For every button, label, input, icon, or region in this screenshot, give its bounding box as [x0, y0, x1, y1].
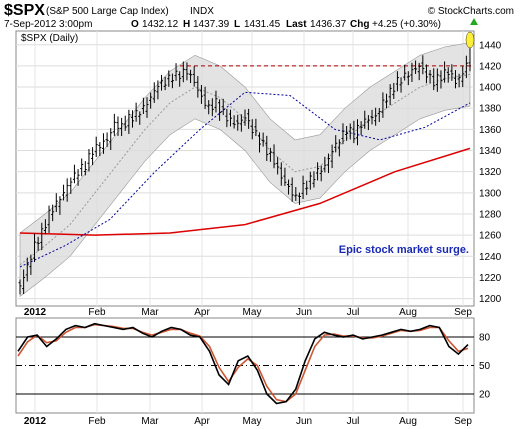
open-value: 1432.12 — [142, 19, 179, 30]
price-tick-label: 1320 — [479, 167, 502, 178]
up-arrow-icon — [470, 18, 478, 25]
oscillator-y-axis: 20 50 80 — [479, 333, 491, 401]
price-panel-title: $SPX (Daily) — [21, 33, 78, 44]
chart-header: $SPX (S&P 500 Large Cap Index) INDX © St… — [4, 2, 514, 30]
oscillator-levels — [16, 336, 474, 395]
low-value: 1431.45 — [244, 19, 281, 30]
osc-tick-label: 80 — [479, 333, 491, 344]
change-value: +4.25 (+0.30%) — [372, 19, 441, 30]
high-label: H — [183, 19, 190, 30]
oscillator-x-axis: 2012 Feb Mar Apr May Jun Jul Aug Sep — [24, 416, 472, 427]
osc-x-tick-label: Jun — [296, 416, 312, 427]
last-label: Last — [286, 19, 307, 30]
last-value: 1436.37 — [310, 19, 347, 30]
price-x-tick-label: Apr — [194, 307, 210, 318]
annotation-text: Epic stock market surge. — [339, 244, 469, 256]
price-tick-label: 1420 — [479, 61, 502, 72]
price-x-axis: 2012 Feb Mar Apr May Jun Jul Aug Sep — [24, 307, 472, 318]
security-name: (S&P 500 Large Cap Index) — [46, 6, 169, 17]
price-tick-label: 1380 — [479, 104, 502, 115]
high-value: 1437.39 — [193, 19, 230, 30]
brand-watermark: © StockCharts.com — [428, 6, 514, 17]
osc-x-tick-label: Feb — [88, 416, 106, 427]
bollinger-band — [19, 42, 471, 298]
price-tick-label: 1300 — [479, 188, 502, 199]
exchange: INDX — [190, 6, 214, 17]
osc-x-tick-label: Apr — [194, 416, 210, 427]
low-label: L — [234, 19, 240, 30]
price-y-axis: 1200 1220 1240 1260 1280 1300 1320 1340 1360 1380… — [479, 40, 502, 305]
price-x-tick-label: Jun — [296, 307, 312, 318]
price-tick-label: 1440 — [479, 40, 502, 51]
price-bars — [18, 42, 472, 295]
price-tick-label: 1260 — [479, 231, 502, 242]
oscillator-series-0 — [17, 322, 469, 405]
highlight-marker — [465, 31, 475, 49]
quote-date: 7-Sep-2012 3:00pm — [4, 19, 92, 30]
price-tick-label: 1360 — [479, 125, 502, 136]
osc-x-tick-label: May — [243, 416, 262, 427]
price-tick-label: 1200 — [479, 294, 502, 305]
price-x-tick-label: Sep — [454, 307, 472, 318]
price-x-tick-label: May — [243, 307, 262, 318]
price-tick-label: 1340 — [479, 146, 502, 157]
price-tick-label: 1240 — [479, 252, 502, 263]
price-x-tick-label: 2012 — [24, 307, 47, 318]
price-x-tick-label: Aug — [399, 307, 417, 318]
sma200-line — [19, 147, 471, 236]
osc-x-tick-label: Sep — [454, 416, 472, 427]
osc-x-tick-label: 2012 — [24, 416, 47, 427]
osc-x-tick-label: Mar — [141, 416, 159, 427]
osc-tick-label: 50 — [479, 361, 491, 372]
price-x-tick-label: Mar — [141, 307, 159, 318]
price-tick-label: 1280 — [479, 209, 502, 220]
open-label: O — [131, 19, 139, 30]
price-x-tick-label: Jul — [347, 307, 360, 318]
price-x-tick-label: Feb — [88, 307, 106, 318]
osc-x-tick-label: Jul — [347, 416, 360, 427]
ticker: $SPX — [4, 2, 45, 19]
sma20-line — [19, 73, 471, 266]
sma50-line — [19, 91, 471, 268]
osc-tick-label: 20 — [479, 390, 491, 401]
osc-x-tick-label: Aug — [399, 416, 417, 427]
price-tick-label: 1220 — [479, 273, 502, 284]
change-label: Chg — [350, 19, 369, 30]
price-tick-label: 1400 — [479, 83, 502, 94]
